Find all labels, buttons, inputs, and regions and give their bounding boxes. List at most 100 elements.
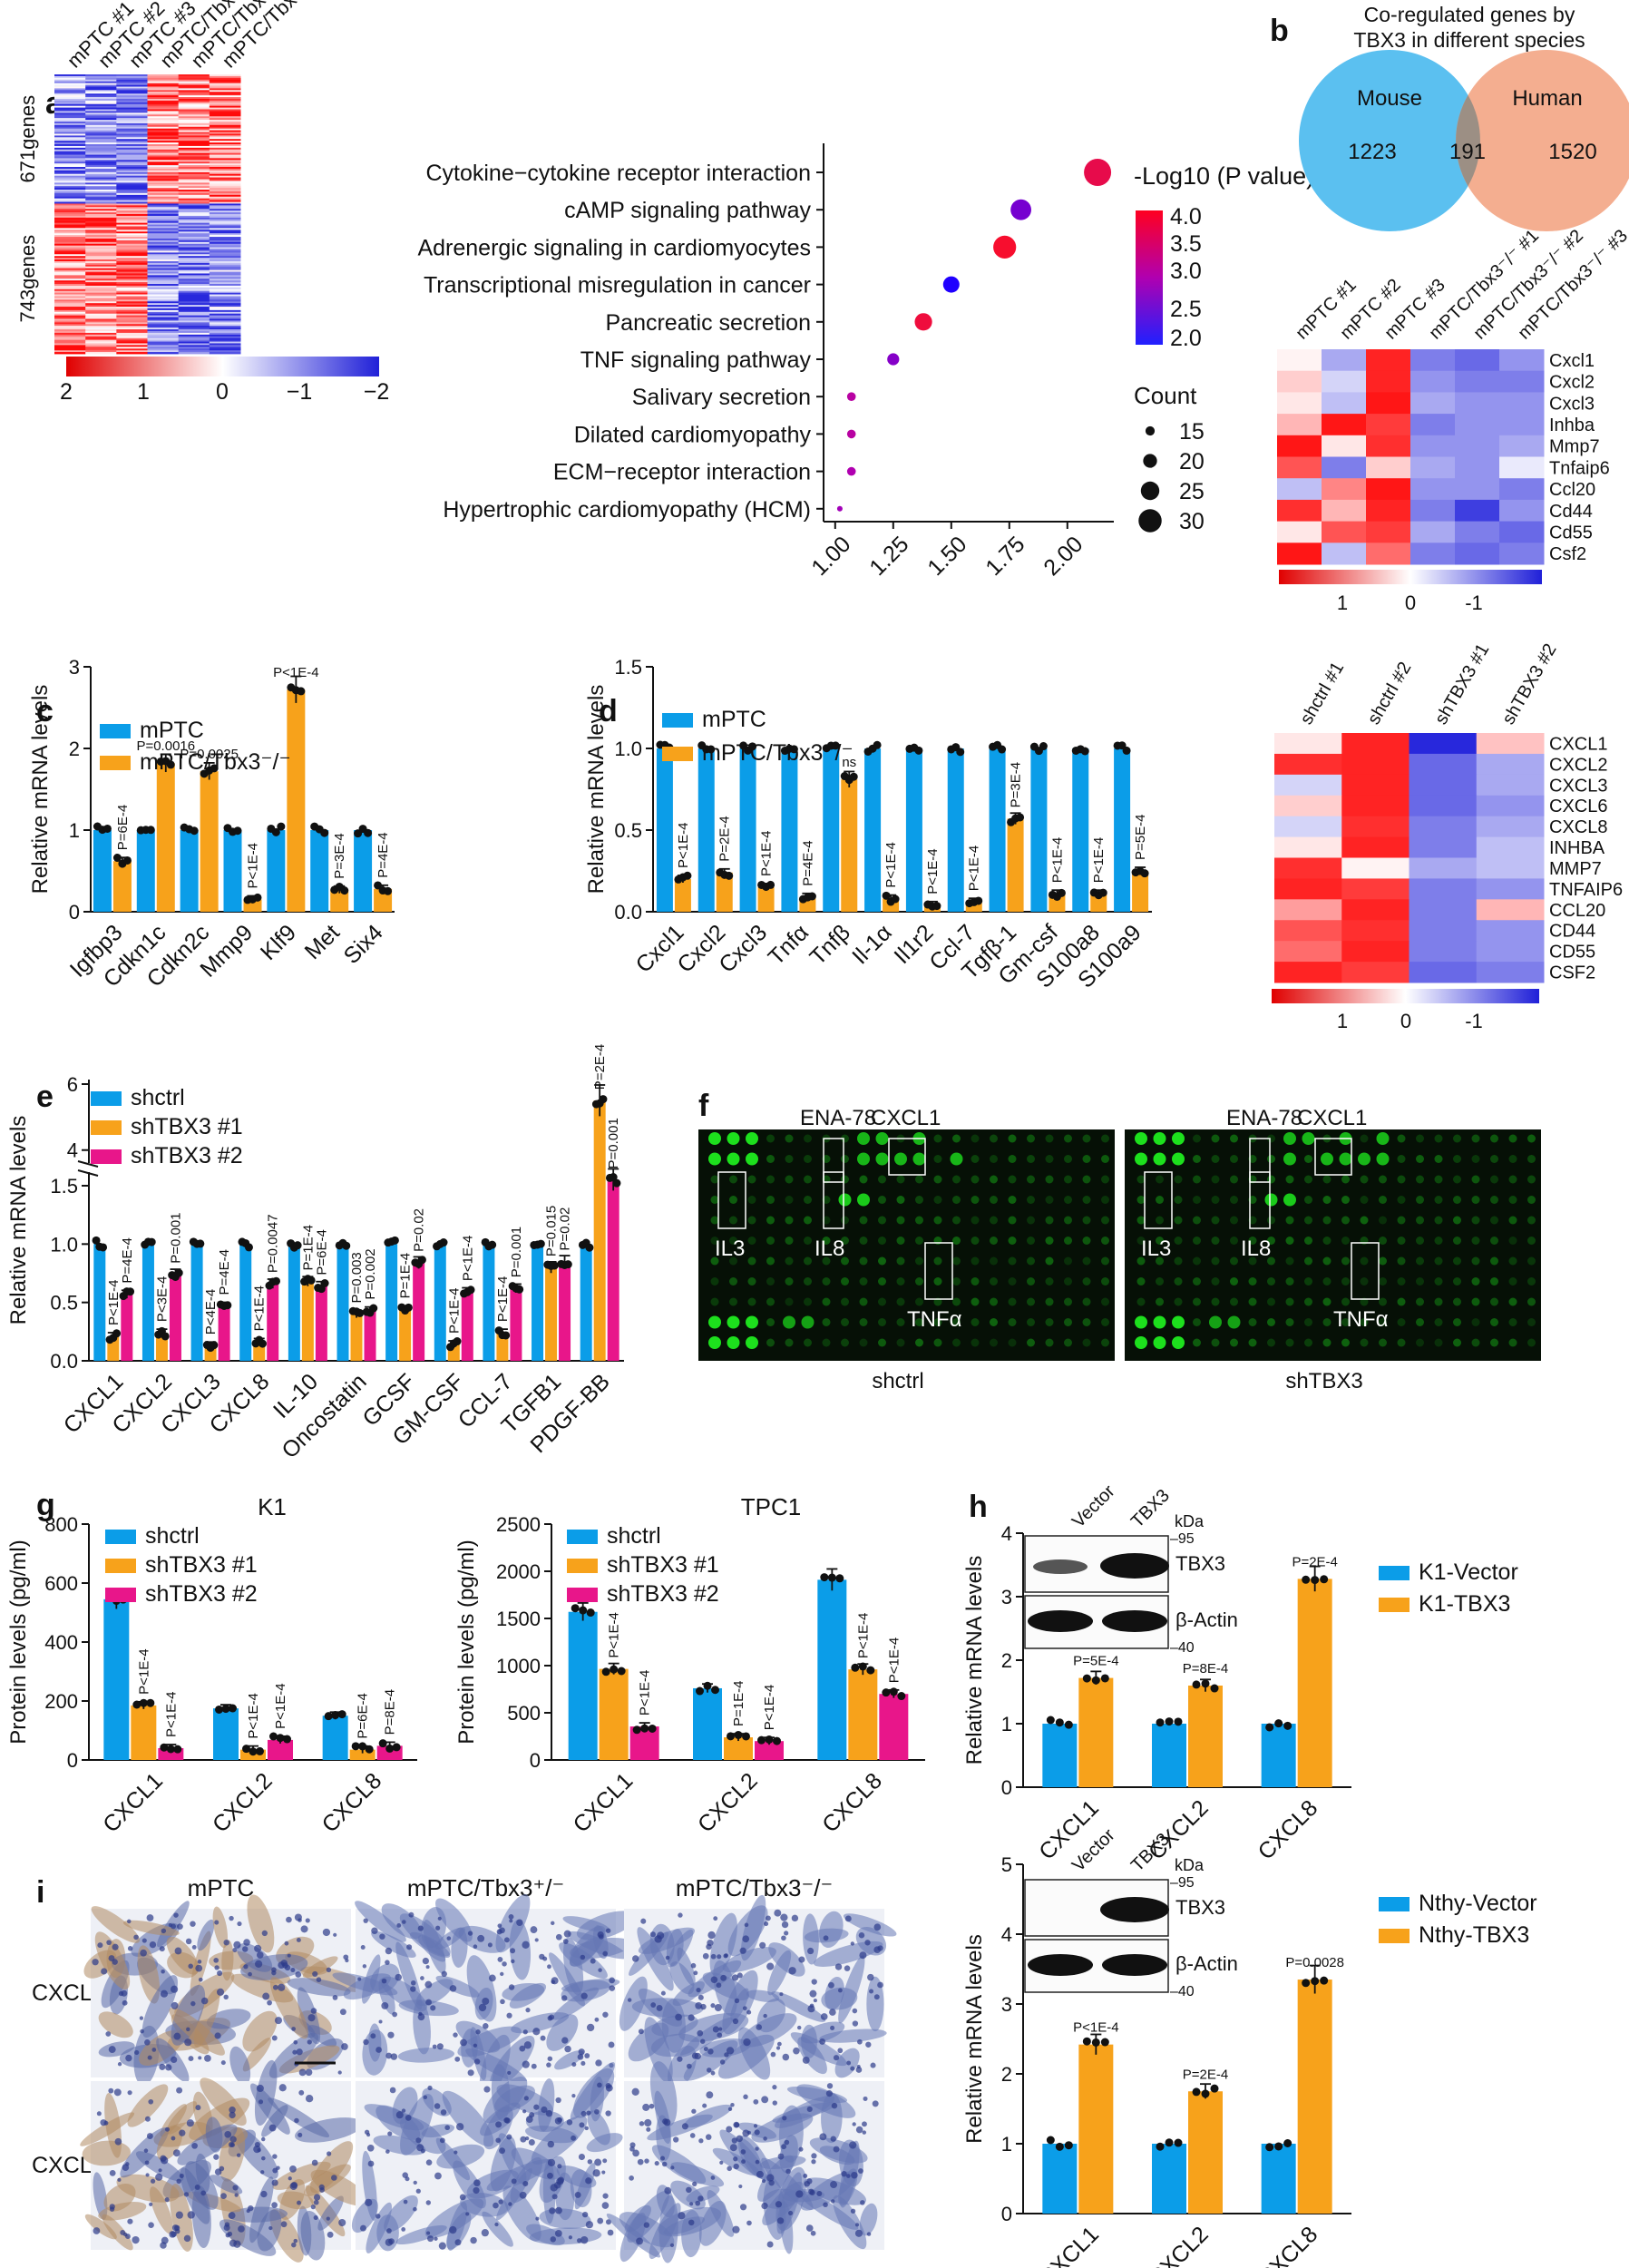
p-value-annotation: P<1E-4 [460, 1236, 475, 1281]
data-point [748, 742, 757, 751]
nucleus [661, 2161, 668, 2167]
nucleus [434, 2172, 442, 2180]
heatmap-cell [116, 81, 148, 84]
x-tick-label: CXCL2 [693, 1768, 763, 1838]
array-spot [1153, 1152, 1166, 1166]
heatmap-cell [178, 260, 210, 264]
array-spot [952, 1256, 961, 1266]
data-point [711, 1686, 719, 1695]
nucleus [729, 2144, 737, 2152]
heatmap-cell [1409, 941, 1478, 963]
heatmap-cell [209, 122, 241, 126]
heatmap-cell [54, 288, 86, 292]
heatmap-cell [178, 86, 210, 89]
heatmap-cell [85, 160, 117, 162]
array-spot [1230, 1216, 1238, 1225]
nucleus [866, 2232, 872, 2236]
nucleus [609, 1977, 616, 1984]
p-value-annotation: P=5E-4 [1133, 815, 1148, 860]
heatmap-cell [85, 86, 117, 89]
heatmap-cell [1409, 962, 1478, 983]
heatmap-cell [116, 192, 148, 196]
data-point [307, 1276, 316, 1285]
data-point [683, 871, 692, 880]
array-spot [915, 1297, 923, 1306]
heatmap-cell [178, 277, 210, 279]
nucleus [535, 2216, 540, 2221]
heatmap-cell [85, 294, 117, 297]
y-tick-label: 600 [44, 1572, 78, 1595]
sample-label: shTBX3 #2 [1498, 640, 1561, 728]
array-spot [1341, 1175, 1350, 1184]
nucleus [833, 2146, 840, 2153]
data-point [1082, 1674, 1091, 1683]
nucleus [568, 2235, 573, 2240]
nucleus [165, 2064, 172, 2071]
heatmap-cell [178, 109, 210, 112]
array-spot [1379, 1338, 1387, 1347]
array-spot [878, 1297, 886, 1306]
heatmap-cell [178, 301, 210, 304]
array-spot [1527, 1196, 1536, 1204]
heatmap-cell [1409, 795, 1478, 817]
array-spot [1230, 1277, 1238, 1286]
heatmap-cell [209, 220, 241, 224]
heatmap-cell [209, 230, 241, 232]
ihc-column-title: mPTC [188, 1874, 255, 1901]
heatmap-cell [85, 299, 117, 302]
nucleus [873, 1994, 880, 2000]
nucleus [831, 2102, 838, 2109]
nucleus [784, 1931, 789, 1936]
heatmap-cell [54, 158, 86, 161]
nucleus [665, 1955, 670, 1960]
array-spot [859, 1297, 868, 1306]
heatmap-cell [54, 322, 86, 325]
array-spot [1490, 1175, 1498, 1184]
heatmap-cell [209, 215, 241, 219]
heatmap-cell [209, 259, 241, 262]
pathway-label: cAMP signaling pathway [564, 198, 811, 223]
heatmap-cell [116, 182, 148, 185]
heatmap-cell [178, 308, 210, 311]
nucleus [557, 2164, 562, 2169]
bar-shTBX3 #1-CCL-7 [496, 1333, 509, 1361]
venn-human-label: Human [1512, 86, 1582, 111]
nucleus [386, 2228, 392, 2234]
data-point [112, 854, 122, 863]
data-point [174, 1268, 183, 1277]
tissue-structure [843, 1913, 897, 1937]
array-spot [1153, 1315, 1166, 1329]
array-spot [1064, 1237, 1072, 1245]
heatmap-cell [1410, 543, 1456, 565]
nucleus [233, 1941, 241, 1949]
array-spot [912, 1152, 926, 1166]
heatmap-cell [1410, 478, 1456, 501]
heatmap-cell [178, 285, 210, 288]
nucleus [746, 2009, 752, 2015]
heatmap-cell [54, 305, 86, 308]
array-spot [990, 1338, 998, 1347]
array-spot [1508, 1256, 1517, 1266]
array-spot [1453, 1175, 1461, 1184]
heatmap-cell [209, 311, 241, 315]
colorbar-tick-label: 0 [1405, 591, 1416, 614]
heatmap-cell [1455, 499, 1500, 523]
heatmap-cell [209, 260, 241, 264]
panel-label-b: b [1270, 14, 1289, 48]
heatmap-cell [178, 170, 210, 173]
heatmap-cell [85, 210, 117, 213]
heatmap-cell [147, 190, 180, 192]
array-spot [1172, 1132, 1185, 1145]
heatmap-cell [147, 173, 180, 177]
array-spot [1082, 1318, 1091, 1326]
data-point [1201, 1679, 1210, 1688]
heatmap-cell [209, 79, 241, 83]
array-spot [1008, 1175, 1017, 1184]
nucleus [563, 1930, 571, 1938]
array-spot [1322, 1277, 1331, 1286]
p-value-annotation: P<1E-4 [252, 1286, 268, 1331]
nucleus [406, 1944, 413, 1950]
array-spot [1285, 1297, 1294, 1306]
p-value-annotation: P<1E-4 [163, 1692, 179, 1737]
heatmap-cell [54, 241, 86, 245]
